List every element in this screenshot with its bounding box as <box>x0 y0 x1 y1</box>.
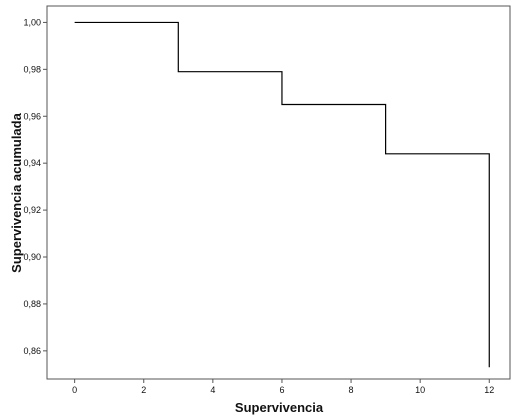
x-tick-label: 10 <box>415 385 425 395</box>
x-tick-label: 0 <box>72 385 77 395</box>
y-tick-label: 0,94 <box>23 158 41 168</box>
x-tick-label: 8 <box>349 385 354 395</box>
x-tick-label: 12 <box>484 385 494 395</box>
y-tick-label: 0,96 <box>23 111 41 121</box>
x-tick-label: 6 <box>279 385 284 395</box>
x-axis: 0 2 4 6 8 10 12 <box>72 379 494 395</box>
y-tick-label: 0,90 <box>23 252 41 262</box>
x-tick-label: 2 <box>141 385 146 395</box>
y-axis-title: Supervivencia acumulada <box>9 112 24 272</box>
y-tick-label: 0,86 <box>23 346 41 356</box>
y-tick-label: 0,92 <box>23 205 41 215</box>
x-tick-label: 4 <box>210 385 215 395</box>
survival-step-line <box>74 21 490 368</box>
plot-area <box>46 5 511 380</box>
y-tick-label: 1,00 <box>23 17 41 27</box>
y-axis: 1,00 0,98 0,96 0,94 0,92 0,90 0,88 0,86 <box>23 17 47 356</box>
y-tick-label: 0,98 <box>23 64 41 74</box>
y-tick-label: 0,88 <box>23 299 41 309</box>
x-axis-title: Supervivencia <box>235 400 324 415</box>
